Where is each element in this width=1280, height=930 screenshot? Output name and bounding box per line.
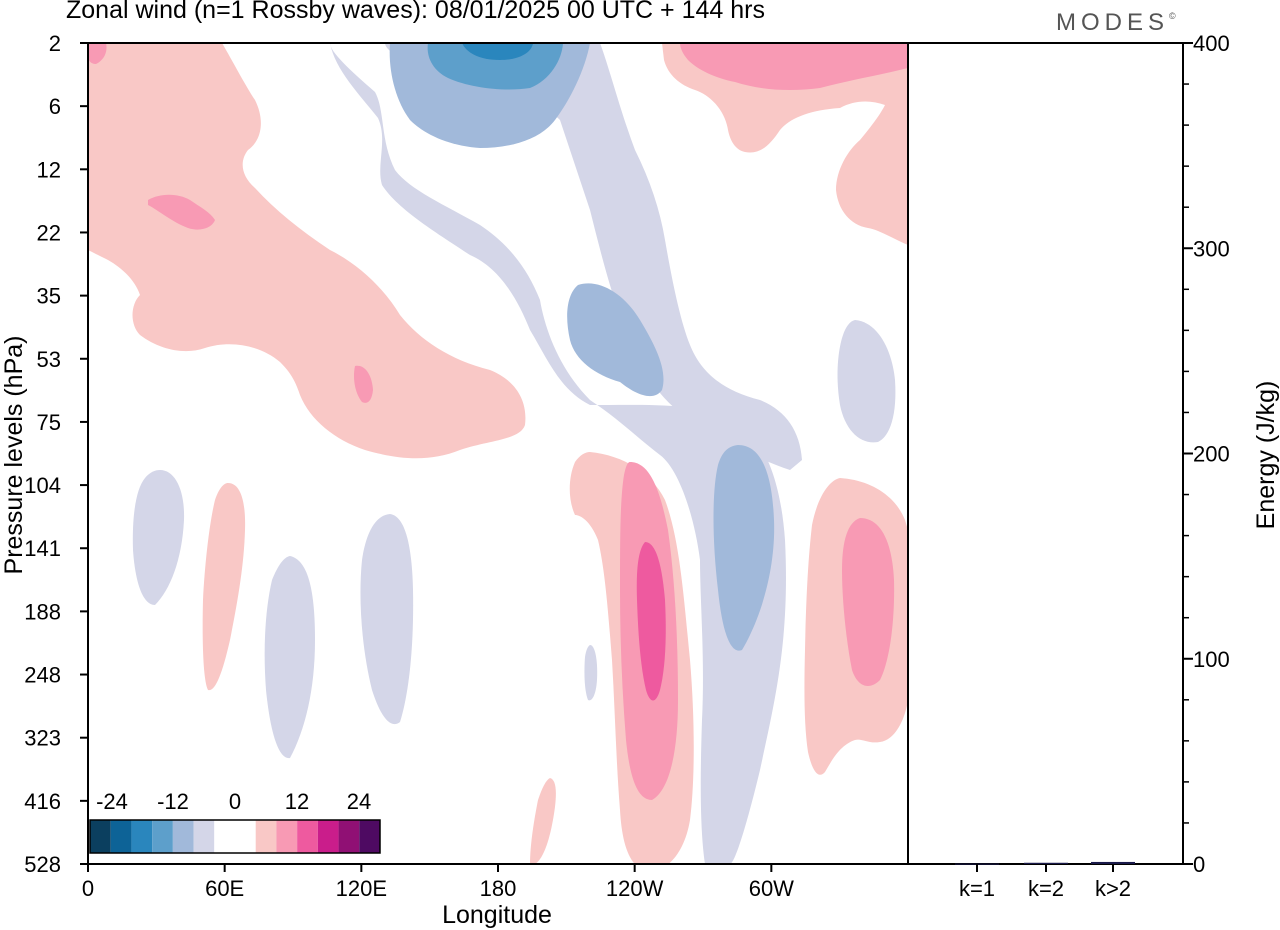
contour-pos1-bottom <box>530 778 556 864</box>
energy-tick-label: 400 <box>1193 31 1230 56</box>
brand-text: MODES <box>1056 9 1170 36</box>
y-tick-label: 188 <box>24 599 61 624</box>
axis-ticks: 0 60E 120E 180 120W 60W 2 6 12 22 35 53 75 104 141 188 2… <box>24 31 1229 901</box>
colorbar-swatch <box>255 820 277 853</box>
energy-bar <box>1024 862 1068 864</box>
y-tick-label: 416 <box>24 789 61 814</box>
y-tick-label: 12 <box>37 157 61 182</box>
colorbar-tick-label: 0 <box>229 789 241 814</box>
energy-tick-label: 0 <box>1193 852 1205 877</box>
energy-tick-label: 300 <box>1193 236 1230 261</box>
contour-neg1-c <box>360 514 414 725</box>
contour-pos2-corner <box>88 43 107 64</box>
colorbar-swatch <box>235 820 256 853</box>
colorbar-swatch <box>317 820 339 853</box>
y-tick-label: 53 <box>37 347 61 372</box>
colorbar-swatch <box>152 820 173 853</box>
y-tick-label: 323 <box>24 726 61 751</box>
colorbar-tick-label: 12 <box>285 789 309 814</box>
energy-bars: k=1 k=2 k>2 <box>955 861 1135 901</box>
y-tick-label: 2 <box>49 31 61 56</box>
contour-neg1-main <box>330 43 786 864</box>
y-tick-label: 22 <box>37 220 61 245</box>
colorbar-swatch <box>193 820 215 853</box>
colorbar-tick-label: 24 <box>347 789 371 814</box>
y-tick-label: 75 <box>37 410 61 435</box>
y-tick-label: 528 <box>24 852 61 877</box>
energy-tick-label: 200 <box>1193 442 1230 467</box>
contour-neg1-d <box>584 645 598 701</box>
chart-title: Zonal wind (n=1 Rossby waves): 08/01/202… <box>66 0 765 24</box>
contour-pos2-right <box>842 518 895 686</box>
x-axis-title: Longitude <box>442 901 552 929</box>
brand-mark: © <box>1169 11 1176 21</box>
colorbar-swatch <box>214 820 235 853</box>
energy-category-label: k=1 <box>959 876 995 901</box>
contour-neg4-top <box>462 43 533 60</box>
contour-pos2-upperleft <box>148 194 215 230</box>
contour-neg1-b <box>264 556 315 759</box>
colorbar-swatch <box>297 820 318 853</box>
contour-neg2-low <box>713 445 775 651</box>
x-tick-label: 120E <box>336 876 387 901</box>
energy-category-label: k>2 <box>1095 876 1131 901</box>
colorbar-swatch <box>90 820 111 853</box>
y-tick-label: 104 <box>24 473 61 498</box>
x-tick-label: 60E <box>205 876 244 901</box>
contour-neg2-mid <box>567 283 664 397</box>
energy-panel-frame <box>907 42 1184 865</box>
contour-field <box>88 43 908 864</box>
colorbar-swatch <box>338 820 360 853</box>
energy-category-label: k=2 <box>1028 876 1064 901</box>
energy-axis-title: Energy (J/kg) <box>1252 381 1280 530</box>
energy-tick-label: 100 <box>1193 647 1230 672</box>
y-tick-label: 6 <box>49 94 61 119</box>
colorbar-frame <box>89 819 381 854</box>
x-tick-label: 60W <box>749 876 794 901</box>
contour-neg1-a <box>132 470 185 605</box>
colorbar-swatch <box>276 820 298 853</box>
contour-pos3-center <box>636 542 666 701</box>
colorbar-tick-label: -12 <box>157 789 189 814</box>
colorbar-swatch <box>131 820 153 853</box>
energy-bar <box>1091 861 1135 864</box>
colorbar-legend: -24 -12 0 12 24 <box>87 783 383 861</box>
x-tick-label: 120W <box>606 876 664 901</box>
x-tick-label: 180 <box>480 876 517 901</box>
contour-neg1-upper <box>385 43 802 470</box>
contour-pos1-upperleft <box>88 43 526 459</box>
contour-neg3-top <box>427 43 563 90</box>
contour-pos2-upperright <box>680 43 908 90</box>
contour-neg1-right <box>837 320 896 443</box>
colorbar-swatch <box>172 820 194 853</box>
contour-pos1-upperright <box>662 43 908 245</box>
modes-logo: MODES© <box>1056 9 1176 37</box>
colorbar-swatch <box>110 820 132 853</box>
y-tick-label: 248 <box>24 663 61 688</box>
x-tick-label: 0 <box>82 876 94 901</box>
colorbar-tick-label: -24 <box>96 789 128 814</box>
y-tick-label: 35 <box>37 284 61 309</box>
contour-pos2-mid <box>353 365 373 403</box>
y-axis-title: Pressure levels (hPa) <box>0 336 28 575</box>
y-tick-label: 141 <box>24 536 61 561</box>
contour-pos1-a <box>202 483 246 691</box>
colorbar-swatch <box>359 820 380 853</box>
